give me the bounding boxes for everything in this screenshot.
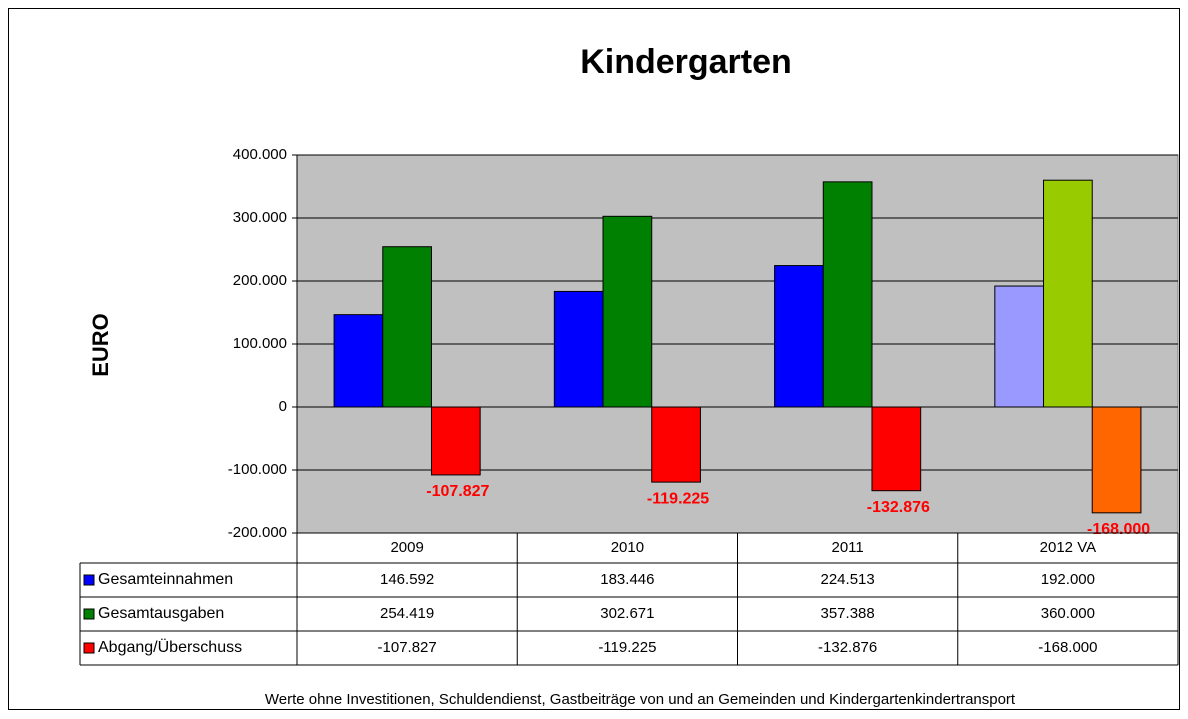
bar — [651, 406, 701, 483]
y-tick-label: 300.000 — [233, 209, 287, 226]
bar — [602, 215, 653, 408]
y-axis-label: EURO — [88, 313, 113, 377]
table-cell: 183.446 — [600, 571, 654, 588]
y-tick-label: -100.000 — [228, 461, 287, 478]
data-label: -168.000 — [1087, 521, 1150, 538]
bar — [774, 265, 824, 408]
data-label: -107.827 — [426, 483, 489, 500]
legend-swatch — [83, 642, 95, 654]
chart-title: Kindergarten — [580, 43, 792, 81]
y-tick-label: 200.000 — [233, 272, 287, 289]
y-tick-label: -200.000 — [228, 524, 287, 541]
table-cell: -168.000 — [1038, 639, 1097, 656]
data-label: -132.876 — [867, 499, 930, 516]
table-cell: -107.827 — [378, 639, 437, 656]
bar — [333, 314, 384, 408]
bar — [430, 406, 481, 476]
bar — [994, 285, 1045, 408]
x-tick-label: 2012 VA — [1040, 539, 1096, 556]
table-cell: 192.000 — [1041, 571, 1095, 588]
bar — [822, 181, 873, 408]
bar — [553, 290, 604, 408]
legend-swatch — [83, 574, 95, 586]
legend-swatch — [83, 608, 95, 620]
legend-label: Abgang/Überschuss — [98, 638, 242, 656]
bar — [382, 246, 432, 408]
y-tick-label: 400.000 — [233, 146, 287, 163]
legend-label: Gesamtausgaben — [98, 605, 224, 622]
bar — [1043, 179, 1093, 408]
x-tick-label: 2011 — [831, 539, 863, 556]
legend-label: Gesamteinnahmen — [98, 571, 233, 588]
table-cell: 224.513 — [821, 571, 875, 588]
bar — [871, 406, 922, 492]
footnote: Werte ohne Investitionen, Schuldendienst… — [265, 691, 1016, 708]
x-tick-label: 2009 — [390, 539, 423, 556]
table-cell: 357.388 — [821, 605, 875, 622]
table-cell: 302.671 — [600, 605, 654, 622]
data-label: -119.225 — [647, 490, 709, 507]
bar — [1091, 406, 1142, 514]
table-cell: -132.876 — [818, 639, 877, 656]
table-cell: 360.000 — [1041, 605, 1095, 622]
x-tick-label: 2010 — [611, 539, 644, 556]
table-cell: 146.592 — [380, 571, 434, 588]
y-tick-label: 100.000 — [233, 335, 287, 352]
table-cell: -119.225 — [598, 639, 656, 656]
y-tick-label: 0 — [279, 398, 287, 415]
table-cell: 254.419 — [380, 605, 434, 622]
